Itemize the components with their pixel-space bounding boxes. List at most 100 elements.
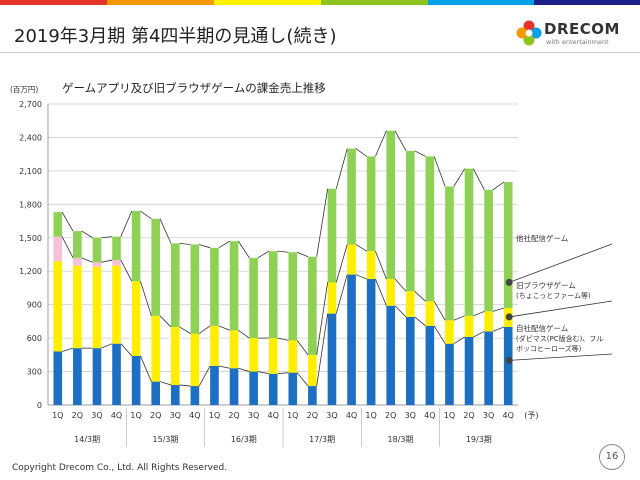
bar-s1-5: [151, 315, 161, 382]
y-tick-label-8: 2,400: [19, 133, 42, 142]
connector-s3-17: [394, 130, 407, 152]
connector-s3-9: [238, 240, 250, 259]
connector-s1-19: [433, 301, 446, 321]
bar-s1-15: [347, 244, 356, 275]
y-tick-label-5: 1,500: [19, 234, 42, 243]
connector-s1-13: [316, 282, 329, 355]
connector-s1-12: [296, 340, 309, 356]
bar-s1-20: [445, 320, 454, 344]
legend-marker-2: [505, 356, 513, 364]
connector-s0-20: [453, 336, 465, 345]
connector-s3-7: [199, 244, 211, 249]
bar-s0-6: [170, 384, 180, 405]
bar-s3-1: [73, 231, 82, 258]
bar-s1-9: [229, 330, 239, 369]
connector-s1-7: [198, 325, 211, 334]
copyright: Copyright Drecom Co., Ltd. All Rights Re…: [12, 463, 228, 473]
connector-s3-3: [120, 210, 133, 237]
bar-s1-2: [92, 266, 102, 349]
bar-s3-20: [445, 186, 454, 321]
x-tick-label-19: 4Q: [424, 411, 435, 420]
y-tick-label-2: 600: [27, 334, 42, 343]
connector-s1-9: [238, 329, 250, 339]
bar-s3-0: [53, 212, 63, 237]
connector-s3-8: [218, 240, 230, 249]
period-label-3: 17/3期: [309, 435, 335, 444]
bar-s0-19: [425, 325, 435, 405]
bar-s3-2: [92, 237, 102, 263]
bar-s3-7: [190, 244, 200, 334]
connector-s3-10: [257, 250, 270, 259]
connector-s3-12: [296, 251, 309, 258]
bar-s0-7: [190, 386, 200, 405]
chart-title: ゲームアプリ及び旧ブラウザゲームの課金売上推移: [62, 81, 326, 95]
x-tick-label-15: 4Q: [346, 411, 357, 420]
title-divider: [0, 52, 640, 53]
connector-s3-18: [414, 150, 426, 157]
bar-s1-19: [425, 301, 435, 326]
bar-s3-3: [112, 236, 121, 261]
connector-s0-11: [277, 372, 289, 375]
bar-s3-8: [210, 247, 219, 326]
connector-s0-19: [433, 325, 446, 344]
bar-s3-18: [405, 150, 415, 292]
y-tick-label-1: 300: [27, 368, 42, 377]
bar-s3-22: [484, 189, 493, 312]
connector-s3-1: [81, 230, 93, 239]
connector-s0-22: [492, 326, 505, 332]
bar-s0-3: [112, 343, 121, 405]
connector-s1-22: [492, 307, 505, 312]
bar-s3-11: [268, 251, 278, 339]
bar-s0-1: [73, 348, 82, 405]
x-tick-label-9: 2Q: [228, 411, 239, 420]
x-tick-label-14: 3Q: [326, 411, 337, 420]
connector-s0-16: [375, 278, 387, 306]
connector-s0-13: [316, 313, 329, 387]
x-tick-label-13: 2Q: [307, 411, 318, 420]
x-tick-label-0: 1Q: [52, 411, 63, 420]
connector-s0-6: [179, 384, 191, 387]
legend-label-0-0: 他社配信ゲーム: [516, 233, 568, 243]
bar-s3-10: [249, 257, 258, 339]
connector-s0-7: [198, 365, 211, 387]
x-tick-label-22: 3Q: [483, 411, 494, 420]
connector-s1-20: [453, 315, 465, 321]
connector-s1-21: [473, 310, 485, 317]
bar-s3-16: [366, 156, 376, 252]
bar-s3-21: [464, 168, 474, 316]
bar-s2-2: [92, 262, 102, 267]
connector-s1-18: [414, 290, 426, 302]
connector-s0-10: [257, 371, 269, 375]
bar-s1-16: [366, 251, 376, 280]
legend-label-2-1: (ダビマス(PC版含む)、フル: [516, 334, 603, 343]
connector-s0-14: [335, 274, 348, 314]
y-tick-label-6: 1,800: [19, 200, 42, 209]
connector-s1-6: [179, 326, 191, 334]
legend-leader-2: [509, 353, 613, 361]
bar-s1-7: [190, 333, 200, 387]
connector-s3-0: [61, 211, 74, 232]
x-tick-label-4: 1Q: [130, 411, 141, 420]
connector-s3-21: [472, 168, 485, 191]
bar-s3-5: [151, 218, 161, 316]
x-tick-label-3: 4Q: [111, 411, 122, 420]
bar-s1-1: [73, 265, 82, 349]
bar-s3-23: [503, 182, 513, 309]
bar-s0-8: [210, 365, 219, 405]
connector-s1-15: [355, 244, 368, 252]
legend-label-1-0: 旧ブラウザゲーム: [516, 280, 576, 290]
bar-s0-10: [249, 371, 258, 405]
y-tick-label-0: 0: [37, 401, 42, 410]
bar-s0-13: [308, 386, 317, 405]
x-tick-label-20: 1Q: [444, 411, 455, 420]
connector-s1-5: [159, 315, 172, 328]
y-tick-label-4: 1,200: [19, 267, 42, 276]
connector-s1-14: [335, 244, 348, 283]
connector-s1-0: [61, 236, 74, 259]
connector-s0-17: [394, 305, 407, 318]
connector-s0-0: [61, 347, 74, 352]
bar-s0-18: [405, 316, 415, 405]
bar-s2-0: [53, 236, 63, 262]
x-tick-label-5: 2Q: [150, 411, 161, 420]
x-tick-label-1: 2Q: [72, 411, 83, 420]
